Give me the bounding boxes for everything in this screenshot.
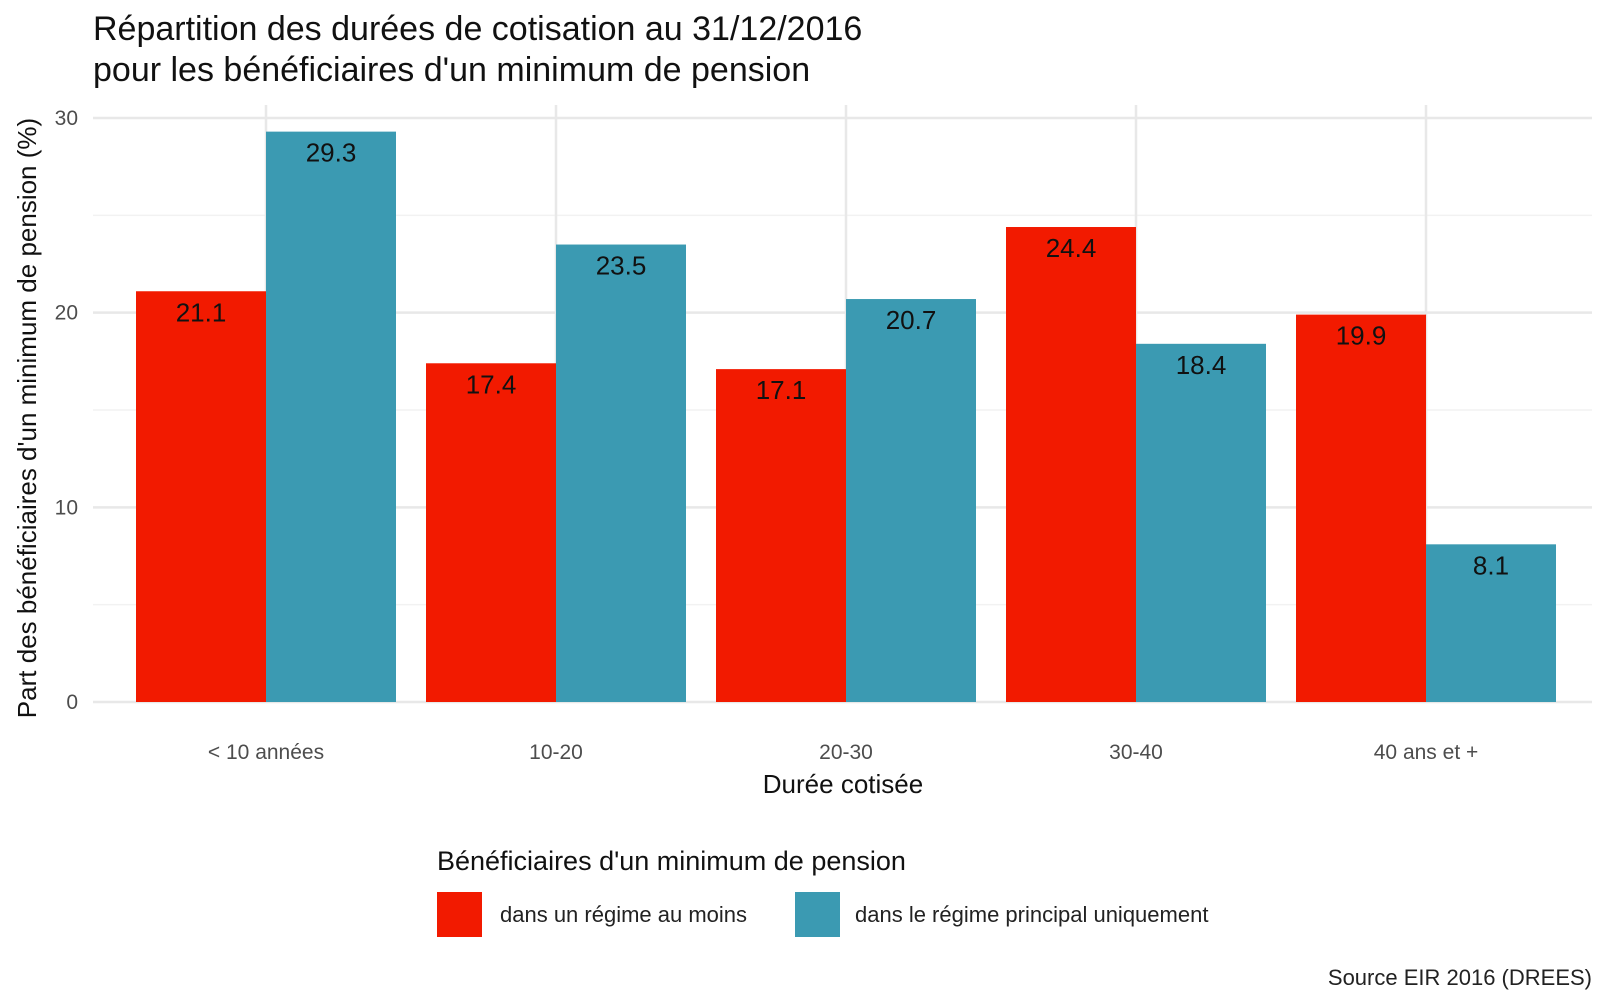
data-label: 18.4 xyxy=(1176,350,1227,380)
bar-regime-principal xyxy=(1136,343,1266,702)
legend-swatch-regime-principal xyxy=(795,892,840,937)
y-axis-title: Part des bénéficiaires d'un minimum de p… xyxy=(12,118,42,718)
data-label: 19.9 xyxy=(1336,321,1387,351)
bars xyxy=(136,131,1556,703)
bar-regime-principal xyxy=(266,131,396,703)
data-label: 17.4 xyxy=(466,369,517,399)
data-labels: 21.1 17.4 17.1 24.4 19.9 29.3 23.5 20.7 18.4 8.1 xyxy=(176,138,1509,581)
bar-regime-principal xyxy=(1426,544,1556,702)
data-label: 24.4 xyxy=(1046,233,1097,263)
x-tick-label: 30-40 xyxy=(1109,741,1163,764)
x-tick-label: 10-20 xyxy=(529,741,583,764)
bar-regime-au-moins xyxy=(426,363,556,702)
bar-regime-au-moins xyxy=(1006,227,1136,702)
source-caption: Source EIR 2016 (DREES) xyxy=(1328,965,1592,990)
data-label: 23.5 xyxy=(596,251,647,281)
y-axis-ticks: 0 10 20 30 xyxy=(55,107,78,714)
legend-label-regime-au-moins: dans un régime au moins xyxy=(500,902,747,927)
legend-label-regime-principal: dans le régime principal uniquement xyxy=(855,902,1208,927)
bar-regime-au-moins xyxy=(136,291,266,702)
x-axis-ticks: < 10 années 10-20 20-30 30-40 40 ans et + xyxy=(208,741,1478,764)
data-label: 20.7 xyxy=(886,305,937,335)
bar-regime-au-moins xyxy=(716,369,846,702)
y-tick-label: 10 xyxy=(55,496,78,519)
x-axis-title: Durée cotisée xyxy=(763,769,923,799)
legend-swatch-regime-au-moins xyxy=(437,892,482,937)
x-tick-label: < 10 années xyxy=(208,741,324,764)
y-tick-label: 30 xyxy=(55,107,78,130)
legend-title: Bénéficiaires d'un minimum de pension xyxy=(437,846,906,876)
x-tick-label: 40 ans et + xyxy=(1374,741,1479,764)
bar-regime-au-moins xyxy=(1296,314,1426,702)
bar-regime-principal xyxy=(556,244,686,703)
data-label: 29.3 xyxy=(306,138,357,168)
data-label: 21.1 xyxy=(176,297,227,327)
y-tick-label: 20 xyxy=(55,302,78,325)
chart-title: Répartition des durées de cotisation au … xyxy=(93,10,862,48)
bar-regime-principal xyxy=(846,299,976,702)
chart-subtitle: pour les bénéficiaires d'un minimum de p… xyxy=(93,51,810,89)
x-tick-label: 20-30 xyxy=(819,741,873,764)
y-tick-label: 0 xyxy=(66,691,78,714)
data-label: 8.1 xyxy=(1473,550,1509,580)
data-label: 17.1 xyxy=(756,375,807,405)
